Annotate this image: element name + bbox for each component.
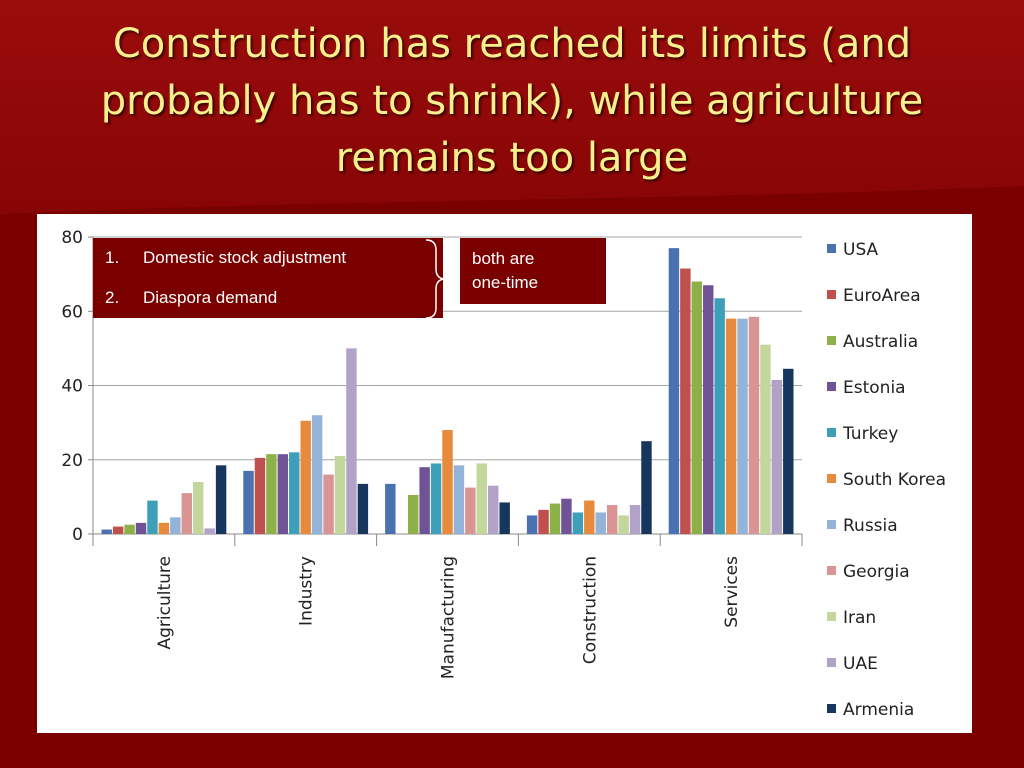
legend-swatch	[827, 244, 836, 253]
y-tick-label: 60	[61, 302, 83, 322]
bar	[430, 463, 442, 534]
legend-swatch	[827, 704, 836, 713]
y-tick-label: 40	[61, 377, 83, 397]
bar	[357, 483, 369, 534]
bar	[192, 482, 204, 534]
bar	[737, 318, 748, 534]
note-number: 2.	[105, 288, 120, 307]
note-text: Domestic stock adjustment	[143, 248, 347, 267]
bar	[725, 318, 737, 534]
note-item: 2. Diaspora demand	[93, 286, 443, 326]
y-tick-label: 0	[72, 525, 83, 545]
category-label: Manufacturing	[439, 556, 459, 679]
one-time-note-text: both are one-time	[472, 249, 539, 292]
legend-label: Armenia	[843, 700, 914, 720]
bar	[572, 512, 584, 534]
legend-swatch	[827, 520, 836, 529]
legend-swatch	[827, 428, 836, 437]
legend-swatch	[827, 474, 836, 483]
legend-swatch	[827, 290, 836, 299]
bar	[526, 515, 538, 534]
legend-swatch	[827, 382, 836, 391]
bar	[124, 524, 135, 534]
category-label: Industry	[297, 556, 317, 626]
bar-chart: 0 20 40 60 80 Agriculture Industry Manufacturin…	[61, 228, 946, 720]
bar	[346, 348, 357, 534]
legend-swatch	[827, 612, 836, 621]
bar	[300, 420, 311, 534]
legend-label: South Korea	[843, 470, 946, 490]
y-tick-label: 80	[61, 228, 83, 248]
bar	[476, 463, 488, 534]
bar	[748, 316, 760, 534]
bar	[385, 483, 396, 534]
bar	[419, 467, 430, 534]
bar	[147, 500, 158, 534]
bar	[629, 505, 641, 534]
bar	[243, 470, 254, 534]
legend-swatch	[827, 566, 836, 575]
category-label: Services	[722, 556, 742, 628]
note-item: 1. Domestic stock adjustment	[93, 246, 443, 286]
bar	[668, 248, 680, 534]
bar	[680, 268, 691, 534]
notes-list-box: 1. Domestic stock adjustment 2. Diaspora…	[93, 238, 443, 318]
bar	[135, 522, 147, 534]
bar	[323, 474, 334, 534]
bar	[488, 485, 499, 534]
legend-label: Estonia	[843, 378, 906, 398]
bar	[289, 452, 300, 534]
bar	[204, 528, 215, 534]
one-time-note-box: both are one-time	[460, 238, 606, 304]
note-number: 1.	[105, 248, 120, 267]
bar	[277, 454, 289, 534]
legend-label: USA	[843, 240, 879, 260]
bar	[703, 285, 714, 534]
bar	[641, 441, 652, 534]
legend-label: Georgia	[843, 562, 910, 582]
bar	[254, 457, 266, 534]
bar	[538, 509, 549, 534]
slide-title: Construction has reached its limits (and…	[100, 21, 924, 181]
bar	[771, 379, 783, 534]
bar	[407, 495, 419, 534]
bar	[691, 281, 703, 534]
bar	[112, 526, 124, 534]
bar	[170, 517, 181, 534]
category-label: Agriculture	[155, 556, 175, 650]
bar	[465, 487, 476, 534]
legend-label: Russia	[843, 516, 898, 536]
note-text: Diaspora demand	[143, 288, 278, 307]
bar	[783, 368, 794, 534]
bar	[442, 430, 453, 534]
legend-label: Australia	[843, 332, 918, 352]
category-label: Construction	[580, 556, 600, 664]
bar	[714, 298, 725, 534]
bar	[549, 503, 561, 534]
legend-label: Iran	[843, 608, 876, 628]
bar	[760, 344, 771, 534]
right-brace-shape	[425, 239, 445, 319]
bar	[334, 456, 346, 534]
bar	[311, 415, 323, 534]
bar	[584, 500, 595, 534]
bar	[453, 465, 465, 534]
legend-label: UAE	[843, 654, 878, 674]
bar	[618, 515, 629, 534]
y-tick-label: 20	[61, 451, 83, 471]
bar	[499, 502, 510, 534]
legend-swatch	[827, 658, 836, 667]
bar	[561, 498, 572, 534]
legend-swatch	[827, 336, 836, 345]
bar	[595, 512, 606, 534]
bar	[215, 465, 227, 534]
bar	[181, 493, 192, 534]
bar	[158, 522, 170, 534]
legend-label: EuroArea	[843, 286, 921, 306]
bar	[101, 529, 112, 534]
bar	[266, 454, 277, 534]
legend-label: Turkey	[842, 424, 898, 444]
bar	[606, 505, 618, 534]
